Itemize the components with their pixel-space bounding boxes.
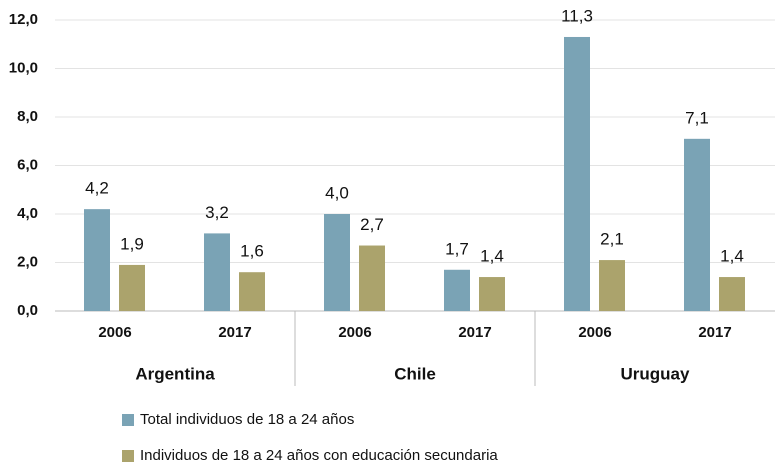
value-label: 7,1	[685, 108, 709, 127]
bar	[444, 269, 470, 311]
bar	[204, 233, 230, 311]
bar	[719, 277, 745, 311]
x-tick-label: 2017	[698, 324, 731, 341]
legend-swatch	[122, 414, 134, 426]
value-label: 1,4	[480, 247, 504, 266]
legend-label: Individuos de 18 a 24 años con educación…	[140, 447, 498, 464]
bar	[239, 272, 265, 311]
y-tick-label: 2,0	[17, 253, 38, 270]
value-label: 3,2	[205, 203, 229, 222]
value-label: 4,2	[85, 179, 109, 198]
value-label: 4,0	[325, 183, 349, 202]
y-tick-label: 10,0	[9, 59, 38, 76]
group-label: Argentina	[135, 364, 215, 383]
bar	[84, 209, 110, 311]
bar	[564, 36, 590, 311]
bar	[684, 138, 710, 311]
y-tick-label: 4,0	[17, 205, 38, 222]
y-tick-label: 12,0	[9, 11, 38, 28]
group-label: Uruguay	[621, 364, 691, 383]
group-label: Chile	[394, 364, 436, 383]
legend-swatch	[122, 450, 134, 462]
y-tick-label: 0,0	[17, 302, 38, 319]
bar	[359, 245, 385, 311]
legend-label: Total individuos de 18 a 24 años	[140, 411, 354, 428]
bar	[324, 214, 350, 311]
value-label: 2,7	[360, 215, 384, 234]
bar	[479, 277, 505, 311]
value-label: 1,4	[720, 247, 744, 266]
value-label: 1,9	[120, 234, 144, 253]
x-tick-label: 2006	[578, 324, 611, 341]
x-tick-label: 2006	[98, 324, 131, 341]
y-tick-label: 8,0	[17, 108, 38, 125]
bar	[599, 260, 625, 311]
x-tick-label: 2017	[218, 324, 251, 341]
value-label: 2,1	[600, 230, 624, 249]
value-label: 11,3	[561, 6, 593, 25]
y-tick-label: 6,0	[17, 156, 38, 173]
x-tick-label: 2006	[338, 324, 371, 341]
x-tick-label: 2017	[458, 324, 491, 341]
value-label: 1,6	[240, 242, 264, 261]
bar	[119, 264, 145, 311]
value-label: 1,7	[445, 239, 469, 258]
